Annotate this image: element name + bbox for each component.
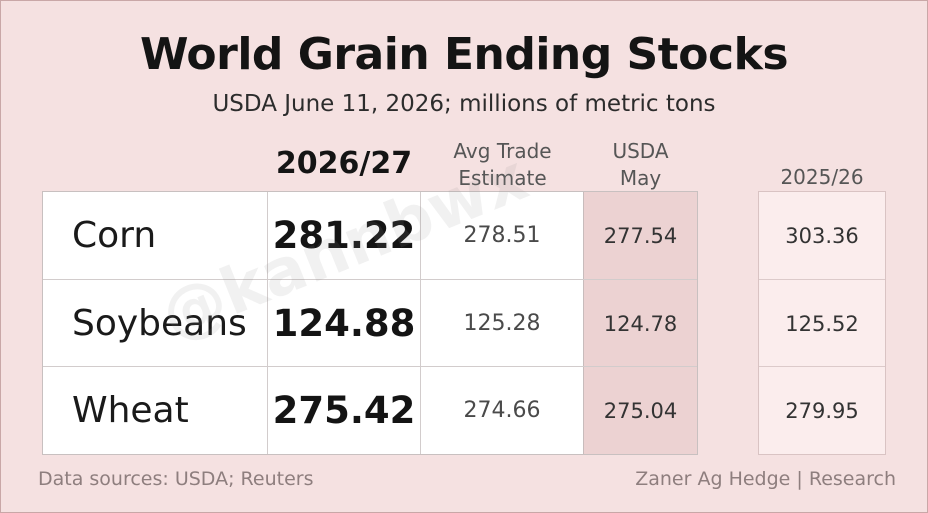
- chart-subtitle: USDA June 11, 2026; millions of metric t…: [212, 91, 716, 117]
- column-header-2026-27: 2026/27: [275, 146, 413, 181]
- prior-row-corn: 303.36: [759, 192, 885, 279]
- column-header-avg-line1: Avg Trade: [453, 139, 552, 163]
- column-header-avg-trade-estimate: Avg Trade Estimate: [421, 138, 584, 192]
- cell-soybeans-avg-estimate: 125.28: [421, 280, 584, 367]
- table-row-soybeans: Soybeans 124.88 125.28 124.78: [43, 279, 697, 367]
- footer-sources: Data sources: USDA; Reuters: [38, 468, 314, 490]
- cell-soybeans-2026-27: 124.88: [268, 280, 421, 367]
- chart-title: World Grain Ending Stocks: [139, 29, 789, 80]
- column-header-2025-26: 2025/26: [780, 165, 864, 189]
- prior-row-soybeans: 125.52: [759, 279, 885, 367]
- cell-corn-usda-may: 277.54: [584, 192, 697, 279]
- stocks-table: Corn 281.22 278.51 277.54 Soybeans 124.8…: [42, 191, 698, 455]
- cell-soybeans-2025-26: 125.52: [785, 311, 859, 336]
- footer-credit: Zaner Ag Hedge | Research: [635, 468, 896, 490]
- table-row-corn: Corn 281.22 278.51 277.54: [43, 192, 697, 279]
- row-label-corn: Corn: [43, 192, 268, 279]
- table-row-wheat: Wheat 275.42 274.66 275.04: [43, 366, 697, 454]
- cell-corn-2025-26: 303.36: [785, 223, 859, 248]
- column-header-usda-may: USDA May: [584, 138, 697, 192]
- cell-wheat-2026-27: 275.42: [268, 367, 421, 454]
- prior-year-table: 303.36 125.52 279.95: [758, 191, 886, 455]
- column-header-may-line1: USDA: [612, 139, 669, 163]
- row-label-soybeans: Soybeans: [43, 280, 268, 367]
- cell-soybeans-usda-may: 124.78: [584, 280, 697, 367]
- cell-corn-2026-27: 281.22: [268, 192, 421, 279]
- row-label-wheat: Wheat: [43, 367, 268, 454]
- cell-corn-avg-estimate: 278.51: [421, 192, 584, 279]
- cell-wheat-2025-26: 279.95: [785, 398, 859, 423]
- cell-wheat-avg-estimate: 274.66: [421, 367, 584, 454]
- column-header-avg-line2: Estimate: [458, 166, 547, 190]
- prior-row-wheat: 279.95: [759, 366, 885, 454]
- column-header-may-line2: May: [619, 166, 662, 190]
- cell-wheat-usda-may: 275.04: [584, 367, 697, 454]
